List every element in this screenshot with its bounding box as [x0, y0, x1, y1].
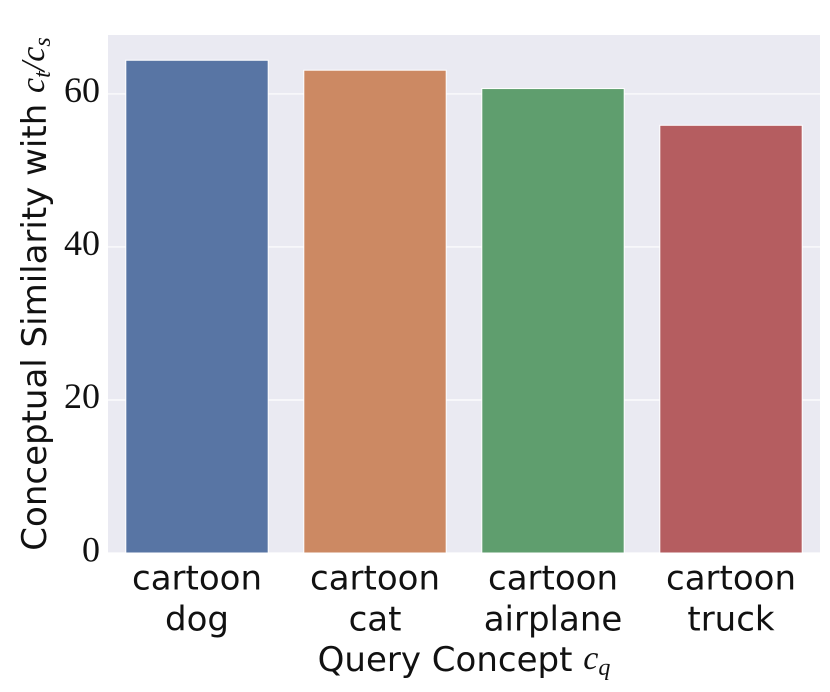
y-label-math: c	[15, 47, 52, 62]
x-label-text: Query Concept	[318, 640, 573, 680]
y-axis-label: Conceptual Similarity with ct/cs	[15, 37, 56, 550]
bar	[481, 88, 625, 554]
y-label-sep: /	[15, 58, 52, 73]
x-tick-label: dog	[165, 600, 229, 640]
x-tick-label: cartoon	[488, 559, 618, 599]
x-label-math: c	[583, 640, 598, 677]
x-tick-label: airplane	[484, 600, 623, 640]
x-label-sub: q	[598, 655, 610, 681]
x-axis-label: Query Concept cq	[318, 640, 611, 681]
y-tick-label: 40	[64, 223, 100, 263]
bar	[659, 124, 803, 554]
y-label-math: c	[15, 78, 52, 93]
y-label-sub: s	[30, 37, 56, 46]
x-tick-label: cartoon	[310, 559, 440, 599]
x-tick-label: cartoon	[132, 559, 262, 599]
y-tick-label: 20	[64, 376, 100, 416]
bars	[125, 59, 803, 554]
x-tick-label: cartoon	[666, 559, 796, 599]
y-tick-label: 0	[82, 529, 100, 569]
bar	[303, 69, 447, 554]
y-label-sub: t	[30, 70, 56, 78]
y-tick-label: 60	[64, 70, 100, 110]
bar	[125, 59, 269, 554]
y-label-text: Conceptual Similarity with	[15, 104, 55, 551]
x-tick-label: cat	[349, 600, 402, 640]
x-tick-label: truck	[687, 600, 775, 640]
